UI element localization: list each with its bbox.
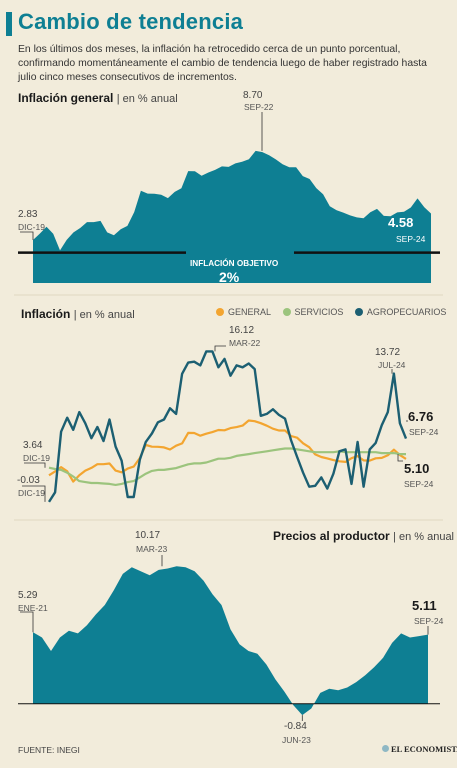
chart2-title-text: Inflación: [21, 307, 71, 321]
chart2-serv-start-leader: [24, 462, 46, 468]
legend-item-agropecuarios: AGROPECUARIOS: [354, 307, 447, 317]
intro-text: En los últimos dos meses, la inflación h…: [18, 44, 427, 83]
chart3-unit: | en % anual: [393, 531, 455, 543]
legend-label-agropecuarios: AGROPECUARIOS: [366, 307, 447, 317]
chart3-last-value: 5.11: [412, 598, 437, 613]
chart2-agro-start-date: DIC-19: [18, 488, 45, 498]
chart2-agro-last-value: 6.76: [408, 409, 434, 424]
chart2-agro-start-leader: [22, 485, 46, 502]
chart2-serv-last-leader: [397, 454, 403, 462]
chart2-agro-jul-date: JUL-24: [378, 360, 406, 370]
chart2-agro-start-value: -0.03: [17, 475, 40, 486]
chart2-agro-peak-date: MAR-22: [229, 338, 261, 348]
chart1-start-value: 2.83: [18, 209, 38, 220]
chart1-unit: | en % anual: [116, 93, 178, 105]
chart1-last-value: 4.58: [388, 215, 414, 230]
chart1-title-text: Inflación general: [18, 91, 114, 105]
legend-label-general: GENERAL: [228, 307, 272, 317]
chart1-start-leader: [20, 231, 34, 240]
chart2-serv-start-date: DIC-19: [23, 453, 50, 463]
chart2-agro-last-date: SEP-24: [409, 427, 439, 437]
chart3-area: [33, 566, 428, 716]
chart1-peak-date: SEP-22: [244, 102, 274, 112]
legend-item-servicios: SERVICIOS: [282, 307, 344, 317]
chart2-legend: GENERAL SERVICIOS AGROPECUARIOS: [216, 307, 455, 317]
legend-label-servicios: SERVICIOS: [294, 307, 344, 317]
legend-item-general: GENERAL: [216, 307, 271, 317]
target-inflation-value: 2%: [219, 269, 240, 285]
brand-logo: EL ECONOMISTA: [382, 744, 457, 754]
chart3-start-value: 5.29: [18, 590, 38, 601]
chart3-min-value: -0.84: [284, 721, 307, 732]
source-note: FUENTE: INEGI: [18, 745, 80, 755]
chart2-line-agropecuarios: [47, 350, 408, 503]
chart3-start-date: ENE-21: [18, 603, 48, 613]
brand-dot-icon: [382, 745, 389, 752]
chart1-peak-value: 8.70: [243, 90, 263, 101]
chart2-agro-jul-value: 13.72: [375, 347, 401, 358]
chart2-serv-last-value: 5.10: [404, 461, 430, 476]
chart2-serv-last-date: SEP-24: [404, 479, 434, 489]
chart2-serv-start-value: 3.64: [23, 440, 43, 451]
chart1-start-date: DIC-19: [18, 222, 45, 232]
chart3-title-text: Precios al productor: [273, 529, 390, 543]
page-title: Cambio de tendencia: [18, 9, 244, 34]
legend-swatch-agropecuarios: [354, 308, 363, 316]
chart3-peak-date: MAR-23: [136, 544, 168, 554]
chart2-peak-leader: [214, 345, 226, 352]
chart2-title: Inflación | en % anual: [21, 307, 135, 321]
chart3-start-leader: [20, 611, 34, 633]
target-inflation-label: INFLACIÓN OBJETIVO: [190, 259, 279, 268]
legend-swatch-general: [216, 308, 224, 316]
legend-swatch-servicios: [282, 308, 291, 316]
title-accent-bar: [6, 12, 12, 36]
chart1-title: Inflación general | en % anual: [18, 91, 178, 105]
chart1-area: [33, 150, 431, 283]
chart1-last-date: SEP-24: [396, 234, 426, 244]
chart2-agro-peak-value: 16.12: [229, 325, 255, 336]
chart3-title: Precios al productor | en % anual: [273, 529, 454, 543]
chart2-unit: | en % anual: [73, 309, 135, 321]
chart3-peak-value: 10.17: [135, 530, 161, 541]
brand-name: EL ECONOMISTA: [391, 744, 457, 754]
chart3-min-date: JUN-23: [282, 735, 311, 745]
chart3-last-date: SEP-24: [414, 616, 444, 626]
